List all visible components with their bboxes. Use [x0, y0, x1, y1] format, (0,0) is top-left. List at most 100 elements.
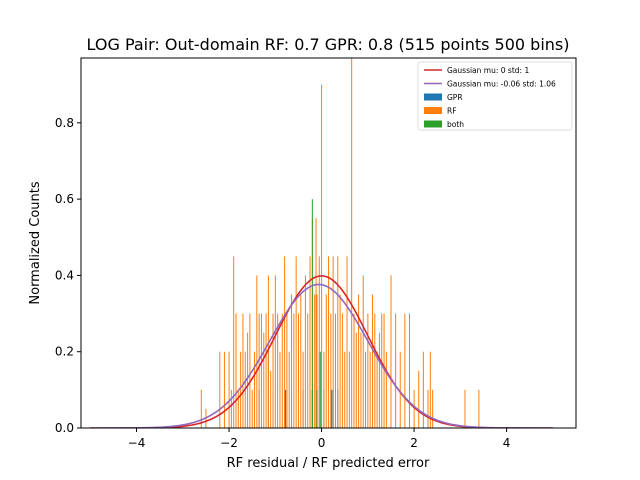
rf-bar-71: [381, 314, 382, 428]
gpr-bar-4: [285, 390, 286, 428]
x-tick-label-0: −4: [128, 436, 146, 450]
rf-bar-48: [328, 256, 329, 428]
y-tick-label-0: 0.0: [55, 421, 74, 435]
y-tick-label-4: 0.8: [55, 116, 74, 130]
rf-bar-78: [409, 314, 410, 428]
rf-bar-56: [347, 256, 348, 428]
rf-bar-76: [400, 352, 401, 428]
rf-bar-54: [342, 314, 343, 428]
rf-bar-7: [236, 314, 237, 428]
legend: Gaussian mu: 0 std: 1 Gaussian mu: -0.06 …: [418, 62, 572, 130]
legend-label-4: both: [447, 120, 464, 129]
rf-bar-64: [365, 352, 366, 428]
rf-bar-34: [298, 314, 299, 428]
gpr-bar-13: [331, 390, 332, 428]
rf-bar-41: [314, 294, 315, 428]
rf-bar-50: [333, 256, 334, 428]
rf-bar-79: [414, 390, 415, 428]
rf-bar-23: [273, 314, 274, 428]
rf-bar-30: [289, 352, 290, 428]
rf-bar-36: [303, 352, 304, 428]
rf-bar-27: [282, 314, 283, 428]
rf-bar-52: [337, 256, 338, 428]
rf-bar-45: [321, 85, 322, 428]
rf-bar-17: [259, 314, 260, 428]
rf-bar-59: [353, 314, 354, 428]
both-bar-2: [320, 352, 321, 428]
rf-bar-29: [286, 314, 287, 428]
legend-swatch-4: [424, 121, 442, 128]
rf-bar-66: [370, 352, 371, 428]
x-axis-label: RF residual / RF predicted error: [227, 456, 430, 471]
rf-bar-63: [363, 275, 364, 428]
rf-bar-67: [372, 294, 373, 428]
rf-bar-20: [266, 314, 267, 428]
rf-bar-47: [326, 294, 327, 428]
rf-bar-49: [330, 314, 331, 428]
rf-bar-86: [478, 390, 479, 428]
rf-bar-3: [224, 352, 225, 428]
rf-bar-80: [418, 371, 419, 428]
x-tick-label-3: 2: [410, 436, 418, 450]
rf-bar-84: [432, 390, 433, 428]
rf-bar-51: [335, 314, 336, 428]
rf-bar-55: [344, 352, 345, 428]
legend-label-0: Gaussian mu: 0 std: 1: [447, 66, 529, 75]
x-tick-label-2: 0: [318, 436, 326, 450]
rf-bar-58: [351, 58, 352, 428]
rf-bar-16: [256, 275, 257, 428]
rf-bar-24: [275, 275, 276, 428]
rf-bar-35: [300, 294, 301, 428]
rf-bar-73: [386, 352, 387, 428]
legend-swatch-3: [424, 107, 442, 114]
rf-bar-26: [279, 352, 280, 428]
rf-bar-75: [395, 314, 396, 428]
rf-bar-15: [254, 352, 255, 428]
rf-bar-14: [252, 390, 253, 428]
both-bar-3: [312, 199, 313, 428]
y-axis-label: Normalized Counts: [28, 181, 43, 304]
rf-bar-74: [390, 275, 391, 428]
chart-title: LOG Pair: Out-domain RF: 0.7 GPR: 0.8 (5…: [87, 35, 570, 54]
y-tick-label-3: 0.6: [55, 192, 74, 206]
rf-bar-22: [270, 371, 271, 428]
rf-bar-42: [316, 218, 317, 428]
rf-bar-65: [367, 314, 368, 428]
rf-bar-8: [238, 390, 239, 428]
legend-label-3: RF: [447, 107, 457, 116]
rf-bar-2: [219, 352, 220, 428]
rf-bar-77: [404, 314, 405, 428]
rf-bar-12: [247, 333, 248, 428]
rf-bar-57: [349, 352, 350, 428]
rf-bar-53: [340, 294, 341, 428]
rf-bar-46: [323, 352, 324, 428]
rf-bar-44: [319, 256, 320, 428]
legend-label-2: GPR: [447, 93, 463, 102]
rf-bar-13: [249, 314, 250, 428]
rf-bar-38: [307, 314, 308, 428]
rf-bar-9: [240, 352, 241, 428]
rf-bar-69: [377, 352, 378, 428]
x-tick-label-1: −2: [220, 436, 238, 450]
rf-bar-28: [284, 256, 285, 428]
rf-bar-61: [358, 294, 359, 428]
rf-bar-32: [293, 314, 294, 428]
rf-bar-39: [310, 256, 311, 428]
rf-bar-5: [231, 390, 232, 428]
y-tick-label-1: 0.2: [55, 345, 74, 359]
rf-bar-10: [242, 314, 243, 428]
rf-bar-60: [356, 333, 357, 428]
rf-bar-62: [360, 333, 361, 428]
rf-bar-82: [428, 390, 429, 428]
rf-bar-4: [229, 352, 230, 428]
rf-bar-37: [305, 275, 306, 428]
rf-bar-33: [296, 256, 297, 428]
x-tick-label-4: 4: [503, 436, 511, 450]
rf-bar-81: [423, 352, 424, 428]
rf-bar-31: [291, 294, 292, 428]
legend-label-1: Gaussian mu: -0.06 std: 1.06: [447, 80, 556, 89]
y-tick-label-2: 0.4: [55, 268, 74, 282]
rf-bar-85: [465, 390, 466, 428]
rf-bar-68: [374, 314, 375, 428]
